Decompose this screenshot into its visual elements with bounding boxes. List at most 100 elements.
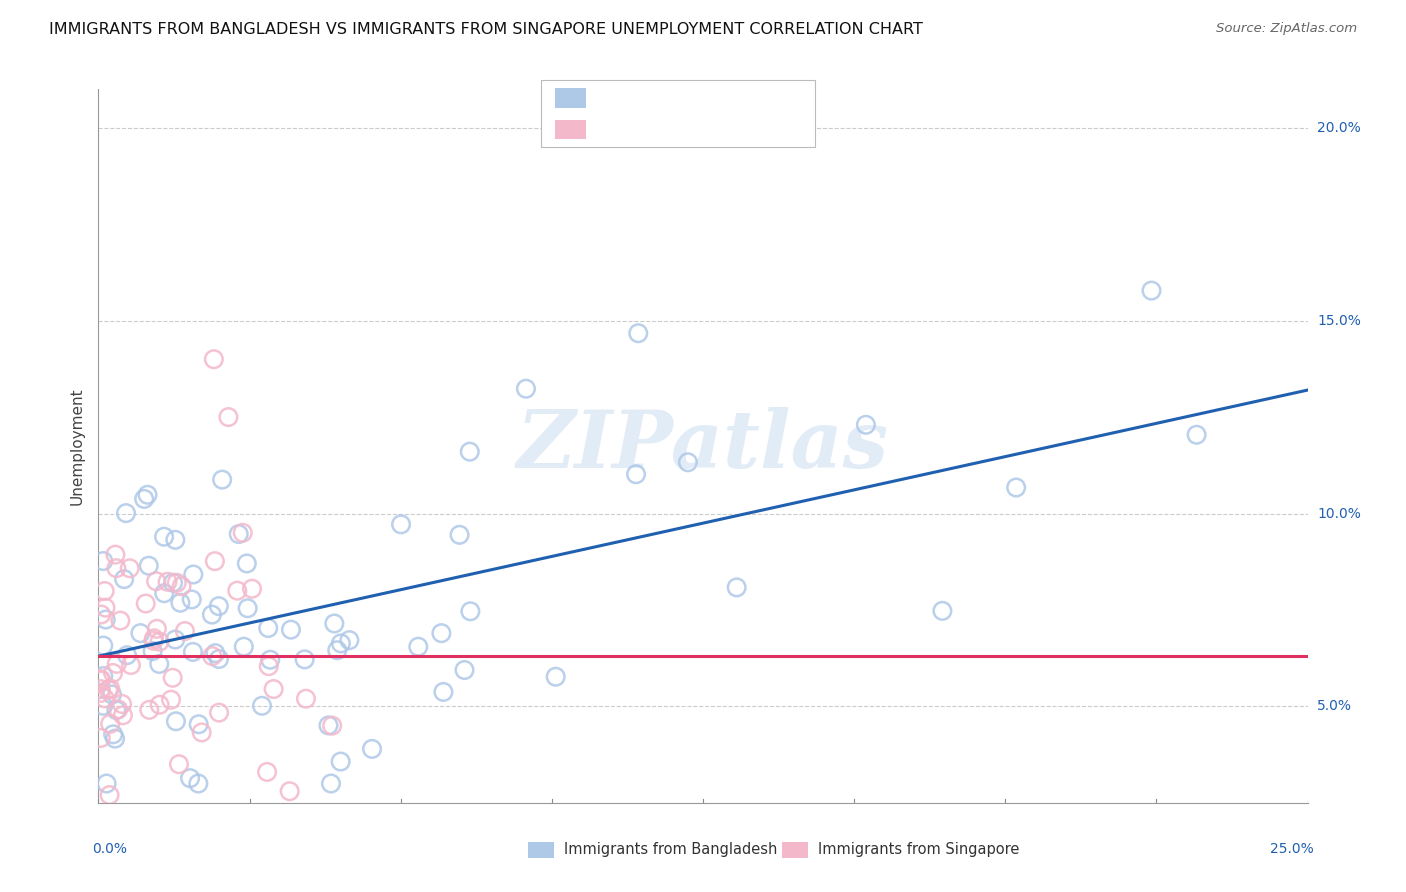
- Point: [115, 648, 138, 663]
- Point: [389, 517, 412, 532]
- Point: [627, 326, 650, 341]
- Point: [217, 410, 239, 425]
- Point: [91, 639, 114, 653]
- Point: [204, 646, 226, 660]
- Point: [179, 771, 201, 785]
- Point: [107, 702, 129, 716]
- Point: [202, 352, 225, 367]
- Point: [118, 561, 141, 575]
- Point: [208, 652, 231, 666]
- Point: [624, 467, 647, 482]
- Point: [90, 682, 112, 697]
- Point: [515, 382, 537, 396]
- Point: [146, 622, 169, 636]
- Point: [240, 582, 263, 596]
- Point: [201, 607, 224, 622]
- Point: [149, 698, 172, 712]
- Point: [138, 558, 160, 573]
- Point: [460, 604, 482, 618]
- Point: [323, 616, 346, 631]
- Point: [135, 597, 157, 611]
- Point: [90, 673, 112, 688]
- Point: [98, 681, 121, 696]
- Point: [90, 672, 112, 686]
- Point: [201, 649, 224, 664]
- Point: [280, 623, 302, 637]
- Point: [138, 703, 160, 717]
- Point: [90, 607, 112, 622]
- Point: [326, 643, 349, 657]
- Point: [295, 691, 318, 706]
- Point: [91, 669, 114, 683]
- Point: [120, 658, 142, 673]
- Point: [236, 557, 259, 571]
- Point: [321, 719, 343, 733]
- Point: [98, 788, 121, 802]
- Text: R = 0.000   N = 53: R = 0.000 N = 53: [595, 122, 751, 137]
- Text: IMMIGRANTS FROM BANGLADESH VS IMMIGRANTS FROM SINGAPORE UNEMPLOYMENT CORRELATION: IMMIGRANTS FROM BANGLADESH VS IMMIGRANTS…: [49, 22, 924, 37]
- Point: [165, 533, 187, 547]
- Point: [319, 776, 342, 790]
- Y-axis label: Unemployment: Unemployment: [69, 387, 84, 505]
- Point: [232, 640, 254, 654]
- Point: [181, 645, 204, 659]
- Point: [257, 621, 280, 635]
- Point: [162, 671, 184, 685]
- Point: [318, 718, 340, 732]
- Point: [165, 714, 187, 729]
- Point: [162, 575, 184, 590]
- Point: [142, 644, 165, 658]
- Point: [204, 554, 226, 568]
- Point: [329, 755, 352, 769]
- Point: [1140, 284, 1163, 298]
- Point: [112, 572, 135, 586]
- Point: [93, 691, 115, 706]
- Point: [145, 574, 167, 589]
- Point: [93, 584, 115, 599]
- Text: Immigrants from Singapore: Immigrants from Singapore: [818, 842, 1019, 857]
- Point: [449, 528, 471, 542]
- Point: [169, 596, 191, 610]
- Point: [149, 634, 172, 648]
- Point: [432, 685, 454, 699]
- Point: [263, 681, 285, 696]
- Point: [111, 697, 134, 711]
- Point: [190, 725, 212, 739]
- Point: [257, 659, 280, 673]
- Point: [458, 444, 481, 458]
- Point: [211, 473, 233, 487]
- Point: [105, 657, 128, 671]
- Text: 10.0%: 10.0%: [1317, 507, 1361, 521]
- Point: [226, 583, 249, 598]
- Point: [430, 626, 453, 640]
- Point: [1005, 481, 1028, 495]
- Point: [129, 626, 152, 640]
- Point: [174, 624, 197, 638]
- Point: [676, 455, 699, 469]
- Point: [143, 632, 166, 646]
- Text: 15.0%: 15.0%: [1317, 314, 1361, 327]
- Point: [90, 731, 112, 745]
- Point: [91, 698, 114, 713]
- Text: 5.0%: 5.0%: [1317, 699, 1353, 714]
- Point: [153, 586, 176, 600]
- Point: [228, 527, 250, 541]
- Point: [167, 757, 190, 772]
- Text: 25.0%: 25.0%: [1270, 842, 1313, 856]
- Point: [256, 764, 278, 779]
- Point: [96, 776, 118, 790]
- Point: [232, 525, 254, 540]
- Point: [337, 633, 360, 648]
- Text: 0.0%: 0.0%: [93, 842, 128, 856]
- Point: [101, 665, 124, 680]
- Point: [104, 548, 127, 562]
- Point: [361, 742, 384, 756]
- Point: [208, 599, 231, 614]
- Point: [294, 652, 316, 666]
- Point: [329, 636, 352, 650]
- Point: [187, 717, 209, 731]
- Point: [166, 575, 188, 590]
- Point: [160, 692, 183, 706]
- Point: [98, 716, 121, 731]
- Point: [97, 682, 120, 697]
